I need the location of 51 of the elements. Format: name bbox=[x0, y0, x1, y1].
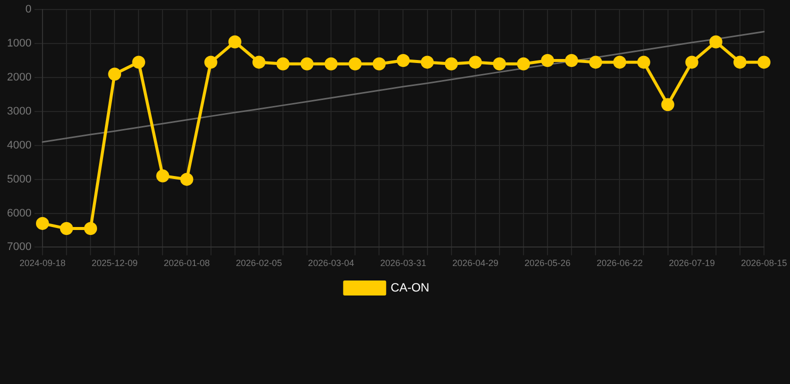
point bbox=[84, 222, 98, 236]
point bbox=[733, 56, 746, 69]
point bbox=[300, 57, 314, 70]
y-tick-label: 0 bbox=[25, 4, 32, 16]
x-tick-label: 2026-01-08 bbox=[164, 258, 210, 268]
point bbox=[156, 169, 170, 182]
point bbox=[492, 57, 506, 70]
point bbox=[204, 56, 218, 69]
x-tick-label: 2026-07-19 bbox=[668, 258, 715, 268]
x-tick-label: 2026-06-22 bbox=[596, 258, 643, 268]
point bbox=[180, 172, 194, 186]
y-tick-label: 3000 bbox=[6, 105, 32, 118]
y-tick-label: 7000 bbox=[6, 241, 32, 254]
x-tick-label: 2026-08-15 bbox=[740, 258, 788, 268]
point bbox=[348, 57, 362, 70]
point bbox=[372, 57, 386, 70]
point bbox=[36, 216, 49, 230]
x-tick-label: 2026-03-04 bbox=[308, 258, 354, 268]
y-tick-label: 6000 bbox=[6, 207, 32, 220]
point bbox=[541, 54, 554, 68]
point bbox=[228, 35, 242, 48]
point bbox=[252, 56, 266, 69]
x-tick-label: 2024-09-18 bbox=[19, 258, 66, 268]
point bbox=[709, 35, 722, 48]
y-tick-label: 4000 bbox=[6, 139, 32, 152]
point bbox=[396, 54, 410, 68]
x-tick-label: 2026-03-31 bbox=[380, 258, 426, 268]
x-tick-label: 2025-12-09 bbox=[92, 258, 138, 268]
x-tick-label: 2026-04-29 bbox=[452, 258, 498, 268]
point bbox=[420, 56, 434, 69]
point bbox=[324, 57, 338, 70]
point bbox=[661, 98, 674, 112]
point bbox=[589, 56, 602, 69]
point bbox=[613, 56, 626, 69]
x-tick-label: 2026-05-26 bbox=[524, 258, 571, 268]
point bbox=[444, 57, 458, 70]
y-tick-label: 1000 bbox=[6, 38, 32, 50]
y-tick-label: 2000 bbox=[6, 72, 32, 84]
point bbox=[565, 54, 578, 68]
point bbox=[468, 56, 482, 69]
point bbox=[516, 57, 530, 70]
y-tick-label: 5000 bbox=[6, 173, 32, 186]
point bbox=[637, 56, 650, 69]
point bbox=[60, 222, 74, 236]
point bbox=[276, 57, 290, 70]
point bbox=[757, 56, 770, 69]
point bbox=[132, 56, 146, 69]
point bbox=[108, 68, 122, 81]
point bbox=[685, 56, 698, 69]
x-tick-label: 2026-02-05 bbox=[236, 258, 282, 268]
legend-label: CA-ON bbox=[390, 280, 430, 294]
